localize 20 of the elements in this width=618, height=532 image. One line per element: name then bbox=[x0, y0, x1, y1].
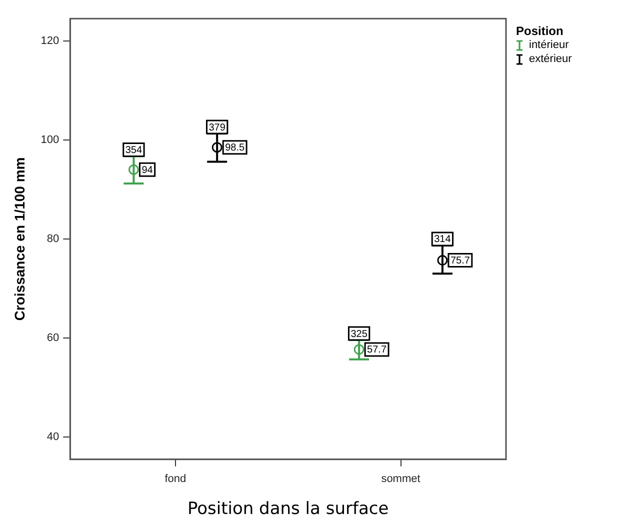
y-axis-title: Croissance en 1/100 mm bbox=[11, 157, 28, 321]
x-tick-label: sommet bbox=[381, 473, 420, 486]
y-tick-label: 60 bbox=[46, 332, 60, 344]
x-axis-title: Position dans la surface bbox=[187, 499, 389, 520]
legend-title: Position bbox=[516, 24, 564, 38]
y-tick-label: 40 bbox=[46, 431, 60, 444]
legend-label: intérieur bbox=[529, 39, 569, 51]
y-tick-label: 100 bbox=[40, 134, 60, 146]
x-tick-label: fond bbox=[164, 473, 186, 486]
data-label: 57.7 bbox=[367, 344, 387, 356]
data-label: 75.7 bbox=[450, 256, 470, 267]
annotation: 354 bbox=[125, 145, 142, 156]
annotation: 314 bbox=[434, 234, 452, 246]
legend-label: extérieur bbox=[529, 53, 572, 65]
data-label: 98.5 bbox=[225, 142, 245, 154]
annotation: 325 bbox=[350, 328, 368, 340]
data-label: 94 bbox=[142, 164, 154, 176]
y-tick-label: 120 bbox=[40, 34, 60, 47]
y-tick-label: 80 bbox=[46, 233, 60, 246]
annotation: 379 bbox=[208, 122, 226, 134]
